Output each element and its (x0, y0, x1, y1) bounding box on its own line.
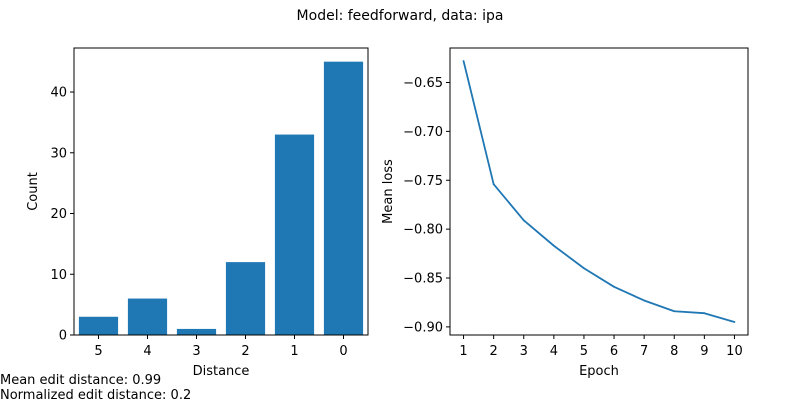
loss-line-chart: 1 2 3 4 5 6 7 8 9 10 −0.90−0.85−0.80−0.75−0.70−0.… (381, 47, 749, 379)
line-x-tick-label: 1 (459, 344, 467, 359)
bar-x-tick-label: 2 (241, 344, 249, 359)
line-x-tick-label: 4 (550, 344, 558, 359)
line-y-tick-label: −0.90 (403, 320, 443, 335)
bar-y-axis-label: Count (26, 172, 41, 211)
loss-point (552, 244, 555, 247)
bar-x-tick-label: 3 (192, 344, 200, 359)
line-y-tick-label: −0.85 (403, 272, 443, 287)
bar-0 (323, 61, 364, 336)
bar-y-tick-label: 20 (50, 207, 67, 222)
loss-line (462, 60, 735, 323)
line-x-ticks: 1 2 3 4 5 6 7 8 9 10 (459, 335, 743, 359)
loss-point (583, 267, 585, 270)
loss-point (643, 299, 646, 302)
line-x-axis-label: Epoch (579, 364, 619, 379)
loss-point (703, 312, 706, 315)
bar-x-tick-label: 4 (143, 344, 151, 359)
loss-point (522, 219, 525, 222)
line-y-axis-label: Mean loss (381, 159, 396, 224)
bar-1 (274, 134, 315, 335)
line-y-tick-label: −0.75 (403, 174, 443, 189)
bar-y-tick-label: 0 (59, 329, 67, 344)
bar-y-tick-label: 40 (50, 86, 67, 101)
line-y-tick-label: −0.70 (403, 125, 443, 140)
line-y-tick-label: −0.80 (403, 223, 443, 238)
loss-point (613, 285, 615, 288)
line-x-tick-label: 6 (610, 344, 618, 359)
line-x-tick-label: 10 (726, 344, 743, 359)
line-y-tick-label: −0.65 (403, 76, 443, 91)
line-axes-frame (449, 47, 749, 336)
bar-4 (127, 298, 168, 335)
line-x-tick-label: 2 (490, 344, 498, 359)
bar-3 (176, 328, 217, 335)
bar-x-tick-label: 0 (339, 344, 347, 359)
line-x-tick-label: 8 (670, 344, 678, 359)
bar-y-tick-label: 30 (50, 146, 67, 161)
line-y-ticks: −0.90 −0.85 −0.80 −0.75 −0.70 −0.65 (403, 76, 450, 335)
loss-series (462, 60, 736, 323)
bar-y-tick-label: 10 (50, 268, 67, 283)
normalized-edit-distance-note: Normalized edit distance: 0.2 (0, 388, 191, 400)
bar-x-axis-label: Distance (193, 364, 250, 379)
loss-point (673, 310, 676, 313)
line-x-tick-label: 9 (700, 344, 708, 359)
bar-y-ticks: 0 10 20 30 40 (50, 86, 74, 344)
figure-title: Model: feedforward, data: ipa (297, 8, 504, 24)
bar-x-tick-label: 5 (94, 344, 102, 359)
loss-point (733, 321, 736, 323)
mean-edit-distance-note: Mean edit distance: 0.99 (0, 373, 161, 388)
line-x-tick-label: 3 (520, 344, 528, 359)
loss-point (462, 60, 465, 62)
bar-5 (78, 316, 119, 335)
bar-series (78, 61, 364, 336)
line-x-tick-label: 7 (640, 344, 648, 359)
bar-axes-frame (73, 47, 369, 336)
bar-x-tick-label: 1 (290, 344, 298, 359)
bar-2 (225, 262, 266, 335)
bar-x-ticks: 5 4 3 2 1 0 (94, 335, 348, 359)
line-x-tick-label: 5 (580, 344, 588, 359)
loss-point (492, 183, 495, 186)
